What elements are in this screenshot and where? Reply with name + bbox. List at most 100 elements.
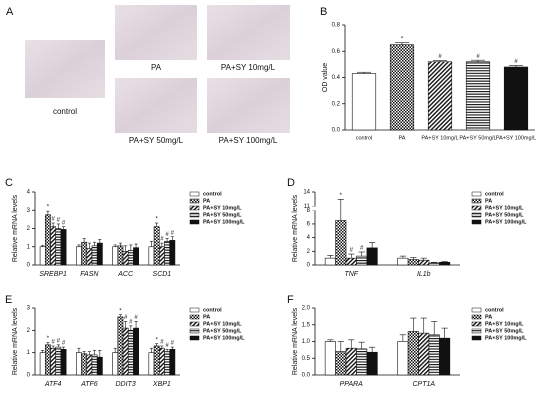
legend-label: PA+SY 10mg/L xyxy=(203,321,242,327)
x-tick-label: PPARA xyxy=(340,381,364,388)
y-tick-label: 0 xyxy=(27,373,31,379)
bar xyxy=(96,242,103,266)
bar xyxy=(148,352,155,376)
bar xyxy=(117,245,124,266)
bar xyxy=(158,246,165,266)
legend-swatch xyxy=(471,307,482,313)
legend-swatch xyxy=(471,191,482,197)
x-tick-label: control xyxy=(356,135,373,141)
axis-break xyxy=(311,206,319,211)
x-tick-label: FASN xyxy=(80,271,99,278)
image-caption: PA xyxy=(151,63,162,72)
bar xyxy=(39,352,46,376)
y-tick-label: 1.5 xyxy=(302,322,311,328)
legend-swatch xyxy=(471,328,482,334)
significance-marker: # xyxy=(360,246,364,252)
bar xyxy=(345,347,357,376)
bar xyxy=(60,229,67,266)
legend-label: PA+SY 100mg/L xyxy=(203,219,245,225)
bar xyxy=(169,240,176,266)
bar xyxy=(133,247,139,266)
y-tick-label: 3 xyxy=(27,306,31,312)
x-tick-label: IL1b xyxy=(417,271,431,278)
y-tick-label: 1 xyxy=(27,244,31,250)
y-tick-label: 1.0 xyxy=(302,339,311,345)
x-tick-label: DDIT3 xyxy=(116,381,136,388)
legend-label: PA+SY 10mg/L xyxy=(485,205,524,211)
y-tick-label: 0.4 xyxy=(332,75,341,81)
x-tick-label: PA+SY 100mg/L xyxy=(496,135,536,141)
bar xyxy=(335,220,347,266)
bar xyxy=(153,345,160,376)
bar xyxy=(39,246,46,266)
x-tick-label: CPT1A xyxy=(412,381,435,388)
bar xyxy=(345,257,357,266)
bar xyxy=(397,257,409,266)
bar xyxy=(91,354,98,376)
legend-label: control xyxy=(485,191,504,197)
panel-letter: F xyxy=(287,294,294,306)
legend-swatch xyxy=(189,219,200,225)
bar xyxy=(439,261,451,266)
significance-marker: # xyxy=(160,340,164,346)
y-tick-label: 4 xyxy=(27,190,31,196)
bar xyxy=(86,354,93,376)
legend-label: PA+SY 50mg/L xyxy=(203,328,242,334)
x-tick-label: PA+SY 50mg/L xyxy=(459,135,496,141)
y-tick-label: 2.0 xyxy=(302,306,311,312)
bar xyxy=(439,337,451,376)
bar xyxy=(55,228,62,266)
y-tick-label: 2 xyxy=(27,226,31,232)
legend-swatch xyxy=(189,321,200,327)
legend-label: PA+SY 10mg/L xyxy=(485,321,524,327)
significance-marker: # xyxy=(62,341,66,347)
legend-swatch xyxy=(471,314,482,320)
bar xyxy=(407,331,419,376)
significance-marker: # xyxy=(51,340,55,346)
legend-label: PA xyxy=(203,198,210,204)
image-caption: PA+SY 50mg/L xyxy=(129,136,184,145)
x-tick-label: ATF4 xyxy=(44,381,62,388)
bar xyxy=(389,44,415,131)
bar xyxy=(427,61,453,131)
x-tick-label: TNF xyxy=(344,271,358,278)
micrograph xyxy=(115,5,197,60)
y-tick-label: 1 xyxy=(27,350,31,356)
significance-marker: * xyxy=(401,36,404,42)
micrograph xyxy=(115,78,197,133)
bar xyxy=(81,353,88,376)
bar xyxy=(76,246,82,266)
y-tick-label: 2 xyxy=(307,249,311,255)
legend-label: PA+SY 50mg/L xyxy=(203,212,242,218)
significance-marker: * xyxy=(47,205,50,211)
x-tick-label: ACC xyxy=(117,271,134,278)
y-tick-label: 4 xyxy=(307,235,311,241)
bar xyxy=(418,259,430,266)
micrograph xyxy=(207,78,290,133)
bar xyxy=(335,351,347,376)
y-tick-label: 11 xyxy=(304,204,311,210)
panel-letter: B xyxy=(320,6,327,18)
panel-letter: D xyxy=(287,177,295,189)
legend-label: PA+SY 100mg/L xyxy=(485,335,527,341)
legend-label: PA xyxy=(485,198,492,204)
significance-marker: # xyxy=(51,217,55,223)
bar xyxy=(122,327,129,376)
legend-label: PA+SY 100mg/L xyxy=(485,219,527,225)
legend-swatch xyxy=(189,328,200,334)
y-tick-label: 0 xyxy=(27,263,31,269)
panel-letter: E xyxy=(5,294,12,306)
x-tick-label: XBP1 xyxy=(152,381,171,388)
image-caption: PA+SY 10mg/L xyxy=(221,63,276,72)
bar xyxy=(169,349,176,376)
x-tick-label: PA xyxy=(399,135,406,141)
significance-marker: * xyxy=(47,336,50,342)
y-tick-label: 0 xyxy=(307,263,311,269)
legend-swatch xyxy=(189,212,200,218)
y-axis-label: OD value xyxy=(322,63,329,92)
y-axis-label: Relative mRNA levels xyxy=(292,307,299,375)
bar xyxy=(428,334,440,376)
y-tick-label: 0.0 xyxy=(332,128,341,134)
bar xyxy=(122,251,129,266)
